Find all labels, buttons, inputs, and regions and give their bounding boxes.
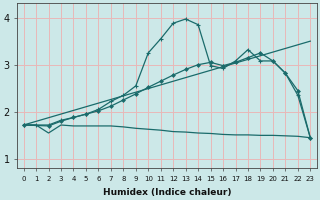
X-axis label: Humidex (Indice chaleur): Humidex (Indice chaleur) <box>103 188 231 197</box>
